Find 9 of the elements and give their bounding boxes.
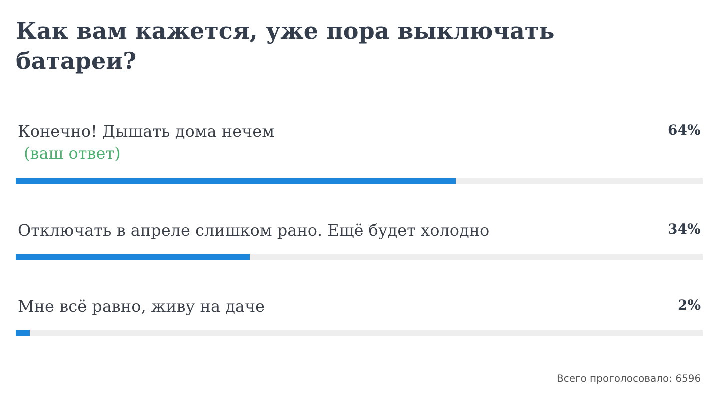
data-label: 34% [668, 222, 701, 238]
data-label: 2% [678, 298, 702, 314]
y-tick-label: Мне всё равно, живу на даче [18, 297, 265, 316]
y-tick-label: Отключать в апреле слишком рано. Ещё будет холодно [18, 221, 490, 240]
annotation: (ваш ответ) [24, 144, 121, 163]
chart-title: Как вам кажется, уже пора выключать батареи? [16, 18, 555, 75]
annotation: Всего проголосовало: 6596 [557, 374, 702, 385]
data-label: 64% [668, 123, 701, 139]
y-tick-label: Конечно! Дышать дома нечем [18, 122, 275, 141]
